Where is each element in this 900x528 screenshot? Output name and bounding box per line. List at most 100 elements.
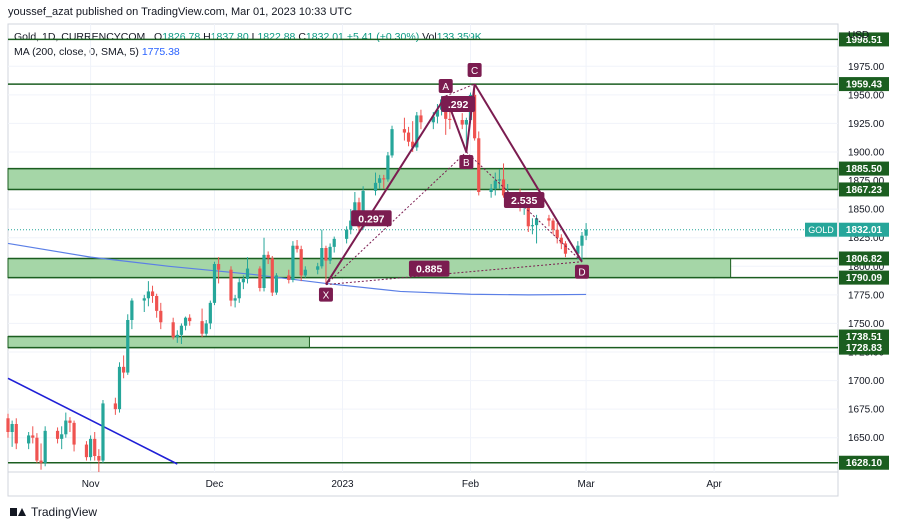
ma-legend-label: MA (200, close, 0, SMA, 5) xyxy=(14,46,139,58)
price-tick-label: 1875.00 xyxy=(848,176,885,187)
candle-body xyxy=(101,403,105,461)
candle-body xyxy=(31,435,35,438)
candle-body xyxy=(122,366,126,373)
candle-body xyxy=(551,220,555,230)
candle-body xyxy=(159,310,163,323)
pattern-point-label: B xyxy=(463,158,470,169)
candle-body xyxy=(415,115,419,148)
candle-body xyxy=(146,291,150,299)
last-price-label: 1832.01 xyxy=(846,225,883,236)
support-resistance-zone xyxy=(7,257,732,279)
time-tick-label: 2023 xyxy=(331,479,354,490)
candle-body xyxy=(274,275,279,293)
candle-body xyxy=(68,420,72,423)
pattern-point-marker xyxy=(574,264,589,279)
candle-body xyxy=(245,268,250,279)
price-level-label: 1790.09 xyxy=(846,273,883,284)
candle-body xyxy=(460,120,464,125)
harmonic-pattern: X A B C D 0.297 .292 2.535 0.885 xyxy=(318,63,589,302)
price-level-label: 1885.50 xyxy=(846,164,883,175)
price-tick-label: 1700.00 xyxy=(848,376,885,387)
legend-low-label: L xyxy=(251,31,258,43)
candle-body xyxy=(402,129,407,133)
candle-body xyxy=(88,438,93,458)
support-resistance-zone xyxy=(7,168,839,190)
pattern-point-label: C xyxy=(471,66,478,77)
legend-close-label: C xyxy=(298,31,306,43)
candle-body xyxy=(332,238,336,247)
candle-body xyxy=(473,94,477,139)
price-tick-label: 1850.00 xyxy=(848,205,885,216)
pattern-leg xyxy=(473,83,583,263)
candle-body xyxy=(175,334,179,338)
descending-trend-line xyxy=(7,377,178,465)
price-axis: 1650.001675.001700.001725.001750.001775.… xyxy=(805,32,889,470)
price-tick-label: 1750.00 xyxy=(848,319,885,330)
pattern-point-label: A xyxy=(442,82,449,93)
time-tick-label: Apr xyxy=(706,479,722,490)
candle-body xyxy=(14,424,18,444)
candle-body xyxy=(497,179,501,181)
symbol-tag-label: GOLD xyxy=(808,225,834,235)
time-tick-label: Dec xyxy=(206,479,224,490)
chart-canvas[interactable]: X A B C D 0.297 .292 2.535 0.885 1650.00 1675.00 1… xyxy=(0,0,900,500)
legend-open-label: O xyxy=(154,31,163,43)
candle-body xyxy=(216,264,221,270)
last-price-tag xyxy=(839,222,889,237)
currency-label: USD xyxy=(848,30,869,41)
price-tick-label: 1675.00 xyxy=(848,405,885,416)
candle-body xyxy=(266,254,270,259)
candle-body xyxy=(93,438,97,456)
candle-body xyxy=(361,190,365,228)
price-level-tag xyxy=(839,32,889,47)
candle-body xyxy=(179,325,184,335)
candle-body xyxy=(258,268,262,288)
price-level-tag xyxy=(839,251,889,266)
candle-body xyxy=(55,430,60,439)
candle-body xyxy=(208,302,212,324)
candle-body xyxy=(584,229,588,236)
candle-body xyxy=(435,109,440,117)
candle-body xyxy=(229,269,233,301)
ratio-label: 2.535 xyxy=(511,195,537,207)
ratio-badge xyxy=(503,192,545,208)
pattern-ratio-line xyxy=(325,261,583,286)
price-level-label: 1959.43 xyxy=(846,80,883,91)
pattern-leg xyxy=(465,83,476,153)
candle-body xyxy=(534,218,539,226)
candle-body xyxy=(130,300,134,320)
candle-body xyxy=(526,203,530,227)
candle-body xyxy=(84,444,89,458)
grid xyxy=(8,24,838,472)
trend-line xyxy=(7,377,178,465)
candle-body xyxy=(382,178,386,180)
ratio-badge xyxy=(441,96,476,112)
candle-body xyxy=(419,115,423,123)
time-axis: Nov Dec 2023 Feb Mar Apr xyxy=(82,479,723,490)
candle-body xyxy=(411,141,415,148)
candle-body xyxy=(576,245,580,254)
publisher-line: youssef_azat published on TradingView.co… xyxy=(8,6,353,18)
candle-body xyxy=(188,317,192,322)
candle-body xyxy=(448,118,452,120)
candle-body xyxy=(530,225,535,227)
price-levels xyxy=(8,38,838,464)
price-level-label: 1728.83 xyxy=(846,343,883,354)
candle-body xyxy=(431,116,435,123)
time-tick-label: Mar xyxy=(577,479,595,490)
candle-body xyxy=(200,321,204,334)
time-tick-label: Feb xyxy=(462,479,480,490)
candle-body xyxy=(559,237,563,244)
price-level-label: 1867.23 xyxy=(846,185,883,196)
candle-body xyxy=(126,320,130,373)
pattern-point-marker xyxy=(318,287,333,302)
pattern-point-marker xyxy=(459,155,474,169)
candle-body xyxy=(171,322,175,338)
pattern-ratio-line xyxy=(466,151,583,263)
candle-body xyxy=(142,298,146,301)
candle-body xyxy=(183,317,188,326)
candle-body xyxy=(489,188,493,192)
candle-body xyxy=(155,296,159,311)
candle-body xyxy=(386,155,390,180)
price-level-tag xyxy=(839,455,889,470)
